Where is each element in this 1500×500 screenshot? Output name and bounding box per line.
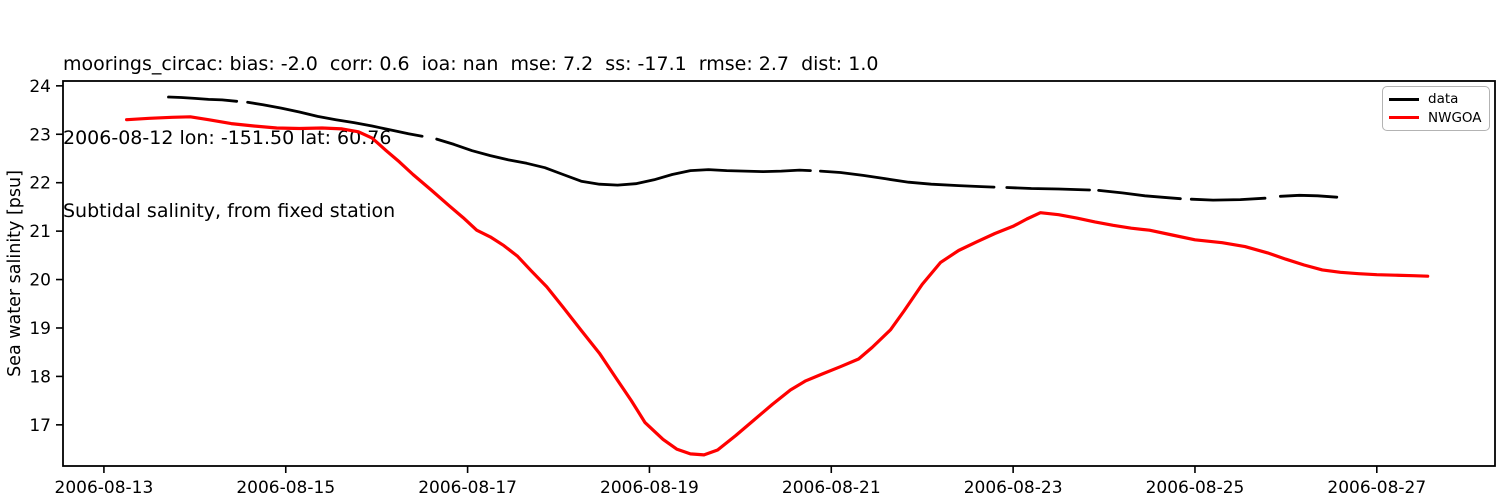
legend-line-sample-NWGOA <box>1389 116 1419 120</box>
legend: data NWGOA <box>1382 86 1490 131</box>
series-line-data <box>1005 186 1091 192</box>
series-line-data <box>1279 193 1339 199</box>
legend-entry-data: data <box>1389 91 1483 107</box>
x-axis-tick-label: 2006-08-19 <box>600 478 699 498</box>
y-axis-tick-label: 21 <box>29 222 51 242</box>
y-axis-tick-label: 22 <box>29 174 51 194</box>
chart-title-block: moorings_circac: bias: -2.0 corr: 0.6 io… <box>63 3 878 273</box>
x-axis: 2006-08-13 2006-08-15 2006-08-17 2006-08-19… <box>55 466 1426 498</box>
series-line-data <box>167 95 239 103</box>
legend-label: data <box>1428 91 1459 108</box>
series-data <box>167 95 1339 202</box>
x-axis-tick-label: 2006-08-13 <box>55 478 154 498</box>
y-axis-tick-label: 24 <box>29 77 51 97</box>
series-line-data <box>819 169 996 189</box>
series-line-data <box>246 100 424 138</box>
y-axis-tick-label: 23 <box>29 125 51 145</box>
x-axis-tick-label: 2006-08-21 <box>782 478 881 498</box>
y-axis-tick-label: 20 <box>29 271 51 291</box>
y-axis-tick-label: 17 <box>29 416 51 436</box>
x-axis-tick-label: 2006-08-17 <box>418 478 517 498</box>
x-axis-tick-label: 2006-08-27 <box>1327 478 1426 498</box>
y-axis: 17 18 19 20 21 22 23 24 <box>29 77 63 436</box>
title-line-variable: Subtidal salinity, from fixed station <box>63 200 396 222</box>
x-axis-tick-label: 2006-08-15 <box>236 478 335 498</box>
series-line-data <box>435 137 812 187</box>
legend-line-sample-data <box>1389 97 1419 101</box>
legend-label: NWGOA <box>1428 109 1482 126</box>
title-line-stats: moorings_circac: bias: -2.0 corr: 0.6 io… <box>63 53 879 75</box>
series-line-NWGOA <box>124 115 1430 457</box>
y-axis-tick-label: 18 <box>29 367 51 387</box>
series-line-data <box>1097 188 1182 201</box>
x-axis-tick-label: 2006-08-25 <box>1146 478 1245 498</box>
series-line-data <box>1189 196 1267 202</box>
plot-frame <box>62 80 1496 467</box>
series-NWGOA <box>124 115 1430 457</box>
y-axis-tick-label: 19 <box>29 319 51 339</box>
x-axis-tick-label: 2006-08-23 <box>964 478 1063 498</box>
legend-entry-NWGOA: NWGOA <box>1389 110 1483 126</box>
y-axis-title: Sea water salinity [psu] <box>5 170 25 377</box>
